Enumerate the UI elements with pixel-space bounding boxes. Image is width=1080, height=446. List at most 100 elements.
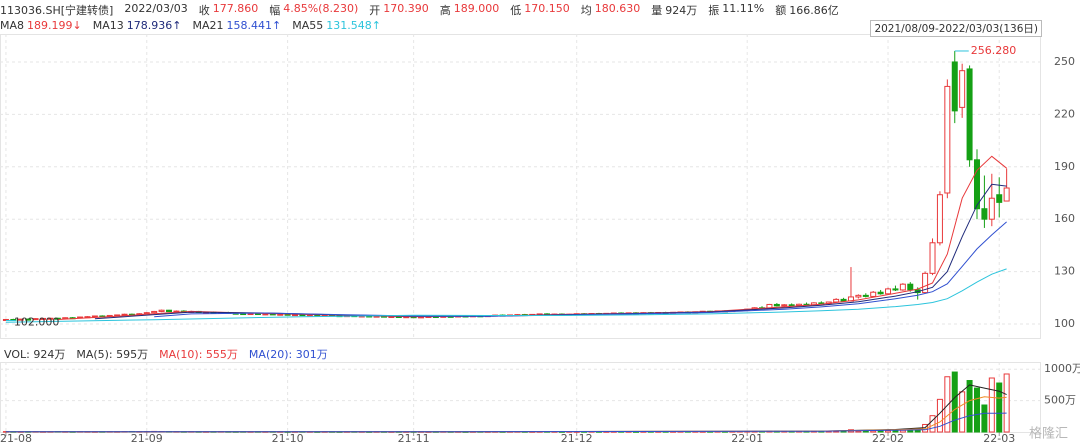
x-tick-label: 21-10: [272, 432, 304, 445]
quote-value: 170.390: [383, 2, 429, 15]
y-tick-label: 250: [1054, 55, 1075, 68]
candle-body: [922, 272, 929, 294]
max-label: 256.280: [971, 44, 1017, 57]
price-panel: [0, 34, 1041, 339]
quote-item: 幅 4.85%(8.230): [269, 2, 358, 18]
x-tick-label: 21-12: [561, 432, 593, 445]
quote-row: 113036.SH[宁建转债] 2022/03/03 收 177.860 幅 4.85%(…: [0, 2, 839, 18]
legend-name: MA13: [92, 19, 124, 32]
volume-legend-item: VOL: 924万: [4, 348, 66, 361]
candle-body: [959, 70, 966, 108]
quote-label: 113036.SH[宁建转债]: [0, 4, 114, 17]
x-tick-label: 22-03: [983, 432, 1015, 445]
candle-body: [151, 310, 158, 314]
quote-item: 额 166.86亿: [775, 2, 839, 18]
volume-panel: [0, 362, 1041, 433]
candle-body: [158, 309, 165, 312]
quote-label: 幅: [269, 4, 281, 17]
candle-body: [17, 318, 24, 321]
candle-body: [944, 85, 951, 194]
candle-body: [166, 309, 173, 313]
candle-body: [907, 283, 914, 291]
quote-label: 收: [198, 4, 210, 17]
candle-body: [773, 303, 780, 307]
y-tick-label: 130: [1054, 265, 1075, 278]
candle-body: [143, 312, 150, 315]
candle-body: [966, 68, 973, 161]
quote-value: 170.150: [524, 2, 570, 15]
legend-name: MA55: [292, 19, 324, 32]
volume-bar: [988, 377, 995, 433]
ma-line: [5, 384, 1007, 433]
quote-label: 量: [651, 4, 663, 17]
ma-line: [94, 183, 1007, 320]
quote-value: 189.000: [453, 2, 500, 15]
volume-bar: [996, 382, 1003, 433]
volume-legend-item: MA(20): 301万: [248, 348, 328, 361]
candle-body: [855, 294, 862, 298]
ma-legend: MA8 189.199↓ MA13 178.936↑ MA21 158.441↑ MA55 1…: [0, 19, 381, 32]
quote-item: 收 177.860: [199, 2, 259, 18]
quote-label: 低: [510, 4, 522, 17]
candle-body: [91, 315, 98, 318]
quote-label: 高: [439, 4, 451, 17]
x-tick-label: 22-01: [731, 432, 763, 445]
volume-bar: [959, 391, 966, 433]
volume-bar: [907, 430, 914, 433]
y-tick-label: 100: [1054, 317, 1075, 330]
quote-item: 量 924万: [651, 2, 697, 18]
ma-line: [154, 221, 1007, 318]
quote-item: 113036.SH[宁建转债]: [0, 2, 113, 18]
legend-item: MA55 131.548↑: [292, 19, 381, 32]
quote-item: 高 189.000: [440, 2, 500, 18]
ma-line: [5, 396, 1007, 433]
candle-body: [973, 159, 980, 210]
legend-item: MA8 189.199↓: [0, 19, 82, 32]
legend-name: MA8: [0, 19, 25, 32]
volume-bar: [944, 376, 951, 433]
min-label: 102.000: [14, 316, 60, 329]
candle-body: [39, 317, 46, 320]
candle-body: [781, 304, 788, 307]
y-tick-label: 500万: [1044, 394, 1076, 407]
volume-legend-item: MA(5): 595万: [76, 348, 149, 361]
candle-body: [862, 294, 869, 297]
candle-body: [929, 242, 936, 274]
ma-line: [5, 412, 1007, 433]
candle-body: [25, 318, 32, 321]
quote-item: 均 180.630: [581, 2, 641, 18]
legend-name: MA21: [192, 19, 224, 32]
candle-body: [951, 61, 958, 112]
y-tick-label: 220: [1054, 107, 1075, 120]
quote-item: 振 11.11%: [708, 2, 764, 18]
volume-bar: [966, 380, 973, 433]
quote-item: 低 170.150: [510, 2, 570, 18]
volume-bar: [951, 371, 958, 433]
quote-label: 开: [369, 4, 381, 17]
candle-body: [121, 313, 128, 316]
quote-value: 166.86亿: [789, 4, 839, 17]
legend-value: 189.199↓: [27, 19, 82, 32]
candle-body: [840, 298, 847, 302]
candle-body: [47, 317, 54, 320]
x-tick-label: 21-08: [0, 432, 32, 445]
candle-body: [899, 283, 906, 291]
date-range: 2021/08/09-2022/03/03(136日): [870, 20, 1042, 37]
volume-bar: [862, 430, 869, 433]
legend-value: 178.936↑: [126, 19, 182, 32]
candle-body: [936, 194, 943, 244]
volume-bar: [885, 430, 892, 433]
quote-item: 2022/03/03: [124, 2, 187, 18]
quote-label: 振: [708, 4, 720, 17]
legend-value: 158.441↑: [226, 19, 282, 32]
candle-body: [870, 291, 877, 297]
candle-body: [892, 288, 899, 291]
candle-body: [885, 288, 892, 295]
ma-line: [5, 268, 1007, 323]
quote-value: 11.11%: [722, 2, 765, 15]
watermark: 格隆汇: [1029, 426, 1068, 442]
candle-body: [788, 304, 795, 307]
candle-body: [996, 194, 1003, 203]
quote-label: 均: [580, 4, 592, 17]
